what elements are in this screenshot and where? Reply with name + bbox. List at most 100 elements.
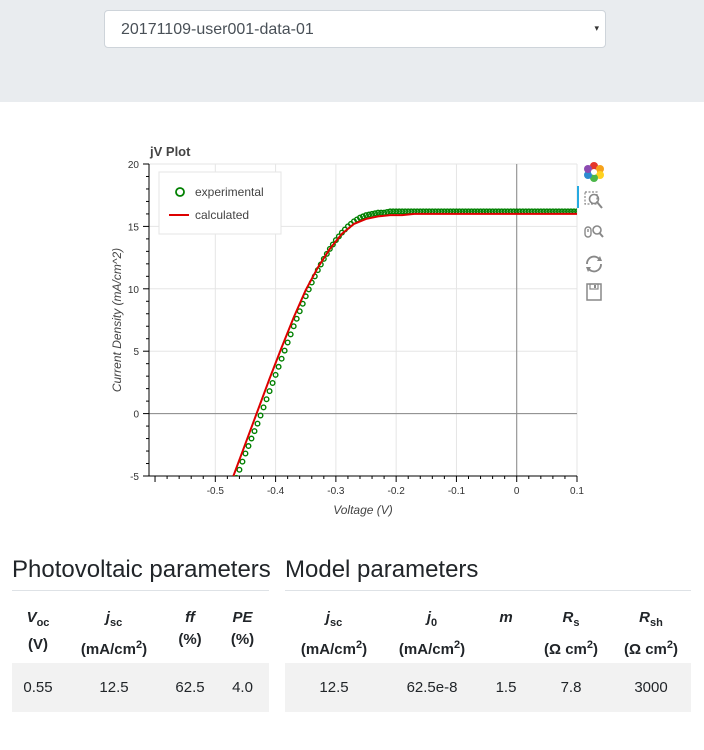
experimental-point <box>390 208 397 215</box>
y-tick-label: 5 <box>133 347 139 358</box>
experimental-point <box>231 484 236 489</box>
experimental-point <box>239 458 246 465</box>
experimental-point <box>372 210 379 217</box>
dataset-select-value: 20171109-user001-data-01 <box>121 21 314 38</box>
model-jsc-value: 12.5 <box>319 678 349 696</box>
experimental-point <box>326 245 333 252</box>
experimental-point <box>387 208 394 215</box>
model-j0-value: 62.5e-8 <box>406 678 458 696</box>
x-tick-label: -0.2 <box>388 486 406 497</box>
experimental-point <box>257 412 264 419</box>
jv-plot-svg[interactable]: -0.5 -0.4 -0.3 -0.2 -0.1 0 0.1 -5 0 5 10 15 20 jV Plo… <box>100 140 620 520</box>
experimental-point <box>287 331 294 338</box>
y-tick-label: 10 <box>128 285 140 296</box>
experimental-point <box>393 208 400 215</box>
model-header-row: jsc (mA/cm2) j0 (mA/cm2) m Rs (Ω cm2) Rs… <box>285 591 691 663</box>
experimental-point <box>275 363 282 370</box>
model-parameters-table: jsc (mA/cm2) j0 (mA/cm2) m Rs (Ω cm2) Rs… <box>285 590 691 712</box>
experimental-point <box>266 388 273 395</box>
wheel-zoom-icon[interactable] <box>582 220 606 244</box>
box-zoom-icon[interactable] <box>582 188 606 212</box>
model-jsc-unit: (mA/cm2) <box>300 639 368 658</box>
model-rsh-header: Rsh (Ω cm2) <box>624 609 678 658</box>
experimental-point <box>263 396 270 403</box>
experimental-point <box>242 450 249 457</box>
experimental-point <box>260 404 267 411</box>
jv-plot[interactable]: -0.5 -0.4 -0.3 -0.2 -0.1 0 0.1 -5 0 5 10 15 20 jV Plo… <box>100 140 620 520</box>
plot-toolbar <box>582 160 608 310</box>
chevron-down-icon: ▾ <box>594 23 599 33</box>
legend-experimental-label: experimental <box>195 185 264 199</box>
experimental-point <box>272 371 279 378</box>
model-jsc-header: jsc (mA/cm2) <box>300 609 368 658</box>
photovoltaic-parameters-title: Photovoltaic parameters <box>12 556 271 583</box>
legend-box <box>158 171 282 235</box>
experimental-point <box>360 213 367 220</box>
x-tick-label: -0.3 <box>327 486 345 497</box>
ff-value: 62.5 <box>175 678 205 696</box>
model-values-row: 12.5 62.5e-8 1.5 7.8 3000 <box>285 662 691 712</box>
save-icon[interactable] <box>582 280 606 304</box>
photovoltaic-header-row: Voc (V) jsc (mA/cm2) ff (%) PE (%) <box>12 591 269 663</box>
experimental-point <box>248 435 255 442</box>
experimental-point <box>402 208 409 215</box>
experimental-point <box>366 211 373 218</box>
experimental-point <box>269 380 276 387</box>
model-rsh-unit: (Ω cm2) <box>624 639 678 658</box>
x-axis-label: Voltage (V) <box>333 503 393 517</box>
reset-icon[interactable] <box>582 252 606 276</box>
active-tool-indicator <box>577 186 579 208</box>
model-rsh-value: 3000 <box>634 678 668 696</box>
experimental-point <box>278 355 285 362</box>
top-panel: 20171109-user001-data-01 ▾ <box>0 0 704 102</box>
y-tick-label: -5 <box>130 472 139 483</box>
series-group <box>231 208 577 489</box>
voc-value: 0.55 <box>23 678 53 696</box>
experimental-point <box>574 208 577 215</box>
ff-header: ff (%) <box>178 609 202 648</box>
voc-header: Voc (V) <box>26 609 50 653</box>
x-tick-label: 0.1 <box>570 486 584 497</box>
model-j0-unit: (mA/cm2) <box>398 639 466 658</box>
legend-calculated-label: calculated <box>195 208 249 222</box>
x-tick-label: -0.4 <box>267 486 285 497</box>
model-m-header: m <box>499 609 513 626</box>
model-rs-value: 7.8 <box>560 678 582 696</box>
experimental-point <box>399 208 406 215</box>
x-tick-label: -0.5 <box>207 486 225 497</box>
jsc-value: 12.5 <box>99 678 129 696</box>
x-tick-label: 0 <box>514 486 520 497</box>
experimental-point <box>281 347 288 354</box>
y-tick-label: 20 <box>128 160 140 171</box>
dataset-select[interactable]: 20171109-user001-data-01 ▾ <box>104 10 606 48</box>
y-tick-label: 15 <box>128 222 140 233</box>
photovoltaic-values-row: 0.55 12.5 62.5 4.0 <box>12 662 269 712</box>
model-rs-unit: (Ω cm2) <box>544 639 598 658</box>
pe-header: PE (%) <box>230 609 255 648</box>
experimental-point <box>254 420 261 427</box>
jsc-header: jsc (mA/cm2) <box>80 609 148 658</box>
experimental-point <box>293 315 300 322</box>
experimental-point <box>369 210 376 217</box>
experimental-point <box>378 209 385 216</box>
experimental-point <box>323 250 330 257</box>
model-j0-header: j0 (mA/cm2) <box>398 609 466 658</box>
experimental-point <box>236 466 243 473</box>
experimental-point <box>396 208 403 215</box>
experimental-point <box>290 323 297 330</box>
pe-value: 4.0 <box>232 678 253 696</box>
model-rs-header: Rs (Ω cm2) <box>544 609 598 658</box>
experimental-point <box>363 212 370 219</box>
y-tick-label: 0 <box>133 410 139 421</box>
experimental-point <box>384 209 391 216</box>
photovoltaic-parameters-table: Voc (V) jsc (mA/cm2) ff (%) PE (%) 0.55 … <box>12 590 269 712</box>
bokeh-logo-icon[interactable] <box>582 160 606 184</box>
experimental-point <box>251 428 258 435</box>
model-parameters-title: Model parameters <box>285 556 479 583</box>
experimental-point <box>284 339 291 346</box>
experimental-point <box>329 241 336 248</box>
chart-title: jV Plot <box>149 144 191 159</box>
legend-experimental-marker <box>175 187 185 197</box>
model-m-value: 1.5 <box>495 678 517 696</box>
calculated-line <box>232 212 577 476</box>
